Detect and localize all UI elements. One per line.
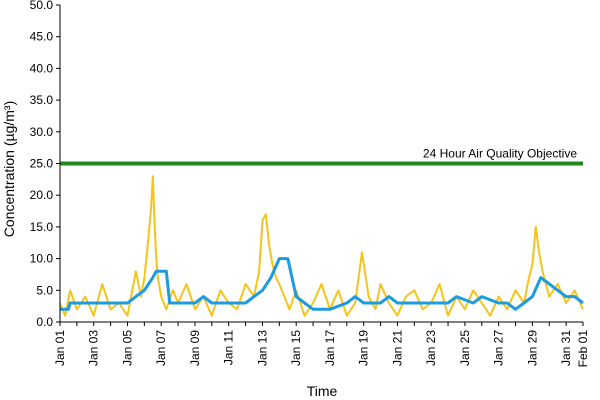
x-tick-label: Jan 01 xyxy=(53,330,67,366)
x-tick-label: Jan 25 xyxy=(458,330,472,366)
y-tick-label: 5.0 xyxy=(36,283,53,297)
x-tick-label: Jan 31 xyxy=(559,330,573,366)
x-tick-label: Jan 09 xyxy=(188,330,202,366)
y-tick-label: 50.0 xyxy=(30,0,54,12)
x-tick-label: Jan 19 xyxy=(357,330,371,366)
x-tick-label: Jan 23 xyxy=(424,330,438,366)
y-axis-title: Concentration (µg/m³) xyxy=(1,101,17,237)
x-tick-label: Jan 29 xyxy=(525,330,539,366)
y-tick-label: 20.0 xyxy=(30,188,54,202)
x-tick-label: Jan 03 xyxy=(87,330,101,366)
y-tick-label: 25.0 xyxy=(30,157,54,171)
x-tick-label: Feb 01 xyxy=(576,330,590,368)
x-tick-label: Jan 05 xyxy=(120,330,134,366)
y-tick-label: 0.0 xyxy=(36,315,53,329)
x-axis-title: Time xyxy=(307,383,338,399)
x-tick-label: Jan 17 xyxy=(323,330,337,366)
hourly-concentration-line xyxy=(59,175,584,317)
y-tick-label: 35.0 xyxy=(30,93,54,107)
y-tick-label: 10.0 xyxy=(30,252,54,266)
x-ticks: Jan 01 Jan 03 Jan 05 Jan 07 Jan 09 Jan 11 Jan … xyxy=(53,322,590,367)
running-mean-line xyxy=(60,257,584,311)
y-tick-label: 40.0 xyxy=(30,61,54,75)
objective-layer: 24 Hour Air Quality Objective xyxy=(60,147,583,166)
y-tick-label: 15.0 xyxy=(30,220,54,234)
series-layer xyxy=(59,175,584,317)
air-quality-objective-label: 24 Hour Air Quality Objective xyxy=(423,147,577,161)
x-tick-label: Jan 13 xyxy=(255,330,269,366)
x-tick-label: Jan 07 xyxy=(154,330,168,366)
x-tick-label: Jan 15 xyxy=(289,330,303,366)
y-ticks: 0.0 5.0 10.0 15.0 20.0 25.0 30.0 35.0 40.0 45.0 50… xyxy=(30,0,60,329)
x-tick-label: Jan 27 xyxy=(492,330,506,366)
y-tick-label: 30.0 xyxy=(30,125,54,139)
x-tick-label: Jan 11 xyxy=(222,330,236,365)
y-tick-label: 45.0 xyxy=(30,30,54,44)
x-tick-label: Jan 21 xyxy=(390,330,404,366)
